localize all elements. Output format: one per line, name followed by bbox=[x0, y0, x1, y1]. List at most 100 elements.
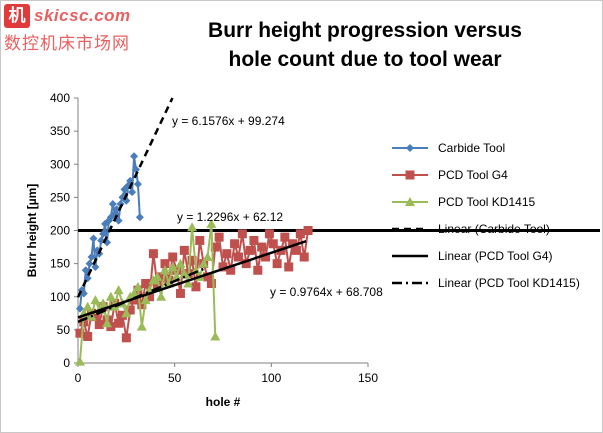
data-point bbox=[175, 288, 185, 298]
legend-entry: Linear (PCD Tool KD1415) bbox=[392, 276, 580, 290]
data-point bbox=[295, 229, 305, 239]
data-point bbox=[233, 252, 243, 262]
y-tick-label: 0 bbox=[63, 356, 70, 370]
data-point bbox=[105, 291, 116, 301]
data-point bbox=[253, 265, 263, 275]
data-point bbox=[210, 331, 221, 341]
data-point bbox=[82, 301, 93, 311]
legend-entry: PCD Tool KD1415 bbox=[392, 195, 535, 209]
y-tick-label: 350 bbox=[50, 124, 70, 138]
x-tick-label: 150 bbox=[358, 371, 378, 385]
data-point bbox=[83, 332, 93, 341]
watermark-chinese-text: 数控机床市场网 bbox=[4, 34, 130, 54]
data-point bbox=[218, 262, 228, 272]
data-point bbox=[99, 229, 108, 238]
data-point bbox=[195, 235, 205, 245]
data-point bbox=[145, 292, 155, 302]
data-point bbox=[148, 249, 158, 259]
data-point bbox=[152, 280, 162, 290]
data-point bbox=[136, 321, 147, 331]
data-point bbox=[241, 259, 251, 269]
legend-marker bbox=[405, 197, 415, 206]
x-tick-label: 100 bbox=[261, 371, 281, 385]
trendline-equation: y = 0.9764x + 68.708 bbox=[270, 285, 383, 299]
legend-entry: PCD Tool G4 bbox=[392, 168, 508, 182]
data-point bbox=[210, 242, 220, 252]
y-tick-label: 150 bbox=[50, 257, 70, 271]
legend-marker bbox=[405, 170, 415, 180]
data-point bbox=[175, 258, 186, 268]
data-point bbox=[90, 312, 100, 322]
data-point bbox=[113, 285, 124, 295]
data-point bbox=[94, 320, 104, 330]
data-point bbox=[160, 259, 170, 269]
legend-marker bbox=[406, 144, 414, 152]
y-tick-label: 400 bbox=[50, 91, 70, 105]
data-point bbox=[132, 165, 140, 174]
data-point bbox=[156, 291, 167, 301]
y-tick-label: 100 bbox=[50, 290, 70, 304]
data-point bbox=[202, 252, 213, 261]
data-point bbox=[245, 245, 255, 255]
legend-label: Carbide Tool bbox=[438, 141, 505, 155]
x-tick-label: 0 bbox=[75, 371, 82, 385]
data-point bbox=[284, 262, 294, 272]
data-point bbox=[140, 295, 151, 305]
data-point bbox=[203, 272, 213, 282]
legend-label: Linear (Carbide Tool) bbox=[438, 222, 550, 236]
data-point bbox=[299, 252, 309, 262]
data-point bbox=[156, 272, 166, 282]
x-axis-title: hole # bbox=[206, 395, 241, 409]
data-point bbox=[87, 253, 96, 261]
data-point bbox=[268, 239, 278, 249]
data-point bbox=[90, 295, 101, 305]
data-point bbox=[152, 271, 163, 281]
y-tick-label: 50 bbox=[57, 323, 71, 337]
data-point bbox=[230, 239, 240, 249]
data-point bbox=[237, 229, 247, 239]
data-point bbox=[249, 235, 259, 245]
data-point bbox=[226, 265, 236, 275]
data-point bbox=[114, 318, 124, 328]
y-axis-title: Burr height [µm] bbox=[25, 184, 39, 278]
data-point bbox=[303, 226, 313, 235]
data-point bbox=[183, 278, 194, 288]
data-point bbox=[125, 305, 135, 315]
data-point bbox=[74, 356, 85, 366]
data-point bbox=[81, 266, 90, 275]
data-point bbox=[261, 252, 271, 262]
data-point bbox=[137, 300, 147, 310]
data-point bbox=[214, 232, 224, 242]
data-point bbox=[179, 268, 190, 278]
data-point bbox=[129, 288, 140, 298]
data-point bbox=[89, 234, 98, 243]
data-point bbox=[91, 262, 100, 271]
data-point bbox=[75, 304, 84, 313]
legend-entry: Linear (Carbide Tool) bbox=[392, 222, 550, 236]
data-point bbox=[132, 281, 143, 291]
y-tick-label: 250 bbox=[50, 190, 70, 204]
trendline-solid bbox=[77, 239, 307, 319]
data-point bbox=[206, 279, 216, 288]
data-point bbox=[187, 222, 198, 232]
y-tick-label: 300 bbox=[50, 157, 70, 171]
watermark-logo: 机 bbox=[4, 4, 30, 28]
data-point bbox=[141, 279, 151, 288]
legend-entry: Linear (PCD Tool G4) bbox=[392, 249, 553, 263]
legend-label: PCD Tool G4 bbox=[438, 168, 508, 182]
data-point bbox=[133, 180, 142, 189]
data-point bbox=[108, 200, 117, 208]
data-point bbox=[75, 328, 85, 338]
data-point bbox=[198, 258, 209, 268]
data-point bbox=[135, 213, 144, 222]
data-point bbox=[206, 218, 217, 228]
series-carbide-tool bbox=[75, 152, 144, 313]
data-point bbox=[128, 188, 137, 197]
watermark-site: skicsc.com bbox=[34, 6, 131, 25]
data-point bbox=[222, 249, 232, 259]
data-point bbox=[168, 252, 178, 262]
data-point bbox=[130, 152, 139, 161]
data-point bbox=[98, 298, 109, 308]
